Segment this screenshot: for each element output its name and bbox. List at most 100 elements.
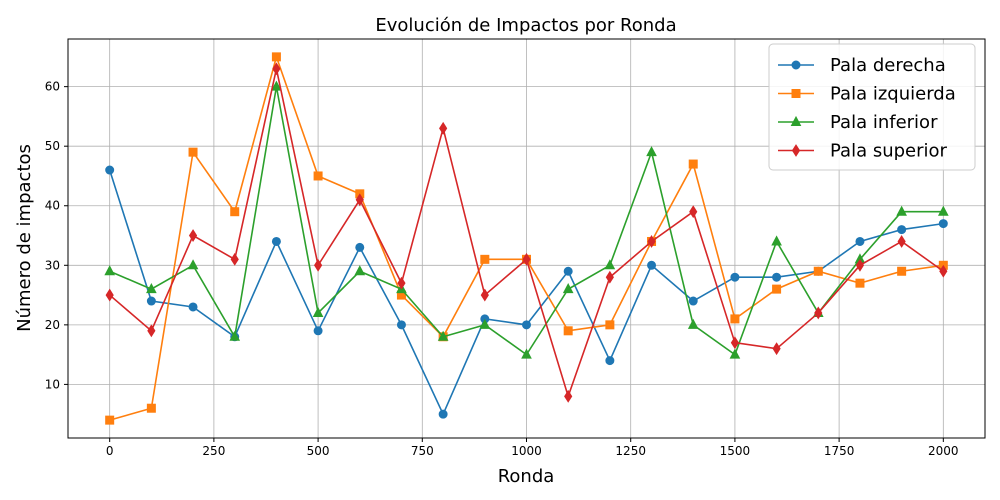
data-point xyxy=(772,284,782,294)
data-point xyxy=(521,348,532,359)
x-tick-label: 500 xyxy=(307,444,330,458)
y-tick-label: 40 xyxy=(45,199,60,213)
data-point xyxy=(855,236,865,246)
data-point xyxy=(771,235,782,246)
data-point xyxy=(939,264,948,278)
data-point xyxy=(772,272,782,282)
x-tick-label: 1750 xyxy=(824,444,855,458)
y-tick-label: 50 xyxy=(45,139,60,153)
data-point xyxy=(146,283,157,294)
data-point xyxy=(439,121,448,135)
x-tick-label: 2000 xyxy=(928,444,959,458)
data-point xyxy=(187,259,199,270)
data-point xyxy=(563,326,573,336)
y-tick-label: 30 xyxy=(45,258,60,272)
data-point xyxy=(105,415,115,425)
data-point xyxy=(646,146,657,157)
data-point xyxy=(647,235,656,248)
data-point xyxy=(605,270,614,284)
series-3 xyxy=(105,62,948,403)
legend-entry: Pala derecha xyxy=(778,55,946,76)
data-point xyxy=(271,52,281,62)
data-point xyxy=(354,265,366,276)
x-tick-label: 1000 xyxy=(511,444,542,458)
x-tick-label: 0 xyxy=(106,444,114,458)
data-point xyxy=(313,171,323,181)
data-point xyxy=(480,288,489,302)
data-point xyxy=(313,326,323,336)
data-point xyxy=(437,330,449,341)
data-point xyxy=(188,302,198,312)
data-point xyxy=(605,320,615,330)
data-point xyxy=(313,258,323,272)
y-tick-label: 10 xyxy=(45,377,60,391)
legend-entry: Pala inferior xyxy=(778,112,938,133)
data-point xyxy=(814,306,823,320)
data-point xyxy=(480,254,490,264)
series-layer xyxy=(104,52,949,425)
data-point xyxy=(897,225,907,235)
data-point xyxy=(271,236,281,246)
data-point xyxy=(647,260,657,270)
data-point xyxy=(438,409,448,419)
data-point xyxy=(563,266,573,276)
data-point xyxy=(272,62,281,76)
data-point xyxy=(230,252,239,266)
x-tick-label: 250 xyxy=(202,444,225,458)
legend-entry: Pala superior xyxy=(778,141,948,162)
data-point xyxy=(897,235,906,248)
data-point xyxy=(188,229,198,242)
data-point xyxy=(687,318,699,329)
data-point xyxy=(688,296,698,306)
x-axis-label: Ronda xyxy=(498,466,555,487)
legend-marker xyxy=(791,89,801,98)
x-tick-label: 1250 xyxy=(615,444,646,458)
legend-box xyxy=(768,43,976,171)
data-point xyxy=(146,403,156,413)
x-tick-label: 750 xyxy=(411,444,434,458)
series-0 xyxy=(105,165,948,419)
data-point xyxy=(355,242,365,252)
data-point xyxy=(147,324,156,338)
data-point xyxy=(564,389,573,403)
y-tick-label: 20 xyxy=(45,318,60,332)
x-tick-label: 1500 xyxy=(720,444,751,458)
data-point xyxy=(105,165,115,175)
legend-marker xyxy=(791,144,801,157)
legend-marker xyxy=(790,115,802,126)
data-point xyxy=(312,306,324,317)
data-point xyxy=(730,314,740,324)
axes: 0 250 500 750 1000 1250 1500 1750 2000 10 20 30 40 50… xyxy=(45,80,959,458)
legend-entry: Pala izquierda xyxy=(778,84,956,105)
y-tick-label: 60 xyxy=(45,80,60,94)
legend-marker xyxy=(791,60,801,70)
data-point xyxy=(729,348,741,359)
data-point xyxy=(522,320,531,330)
data-point xyxy=(772,342,781,356)
data-point xyxy=(730,336,740,350)
legend-label: Pala superior xyxy=(830,141,948,162)
data-point xyxy=(689,205,698,219)
data-point xyxy=(271,80,282,91)
data-point xyxy=(479,318,491,329)
data-point xyxy=(855,278,865,288)
legend-label: Pala derecha xyxy=(830,55,946,76)
data-point xyxy=(937,205,949,216)
data-point xyxy=(104,265,116,276)
data-point xyxy=(229,330,241,341)
data-point xyxy=(605,356,615,366)
data-point xyxy=(813,266,823,276)
series-2 xyxy=(104,80,949,359)
legend: Pala derecha Pala izquierda Pala inferior P… xyxy=(768,43,976,171)
data-point xyxy=(230,207,240,217)
chart-title: Evolución de Impactos por Ronda xyxy=(375,15,676,36)
data-point xyxy=(396,320,406,330)
data-point xyxy=(604,259,616,270)
data-point xyxy=(562,283,574,294)
data-point xyxy=(688,159,698,169)
legend-label: Pala inferior xyxy=(830,112,938,133)
data-point xyxy=(397,276,406,290)
data-point xyxy=(355,193,364,207)
data-point xyxy=(522,252,531,266)
data-point xyxy=(855,258,865,272)
